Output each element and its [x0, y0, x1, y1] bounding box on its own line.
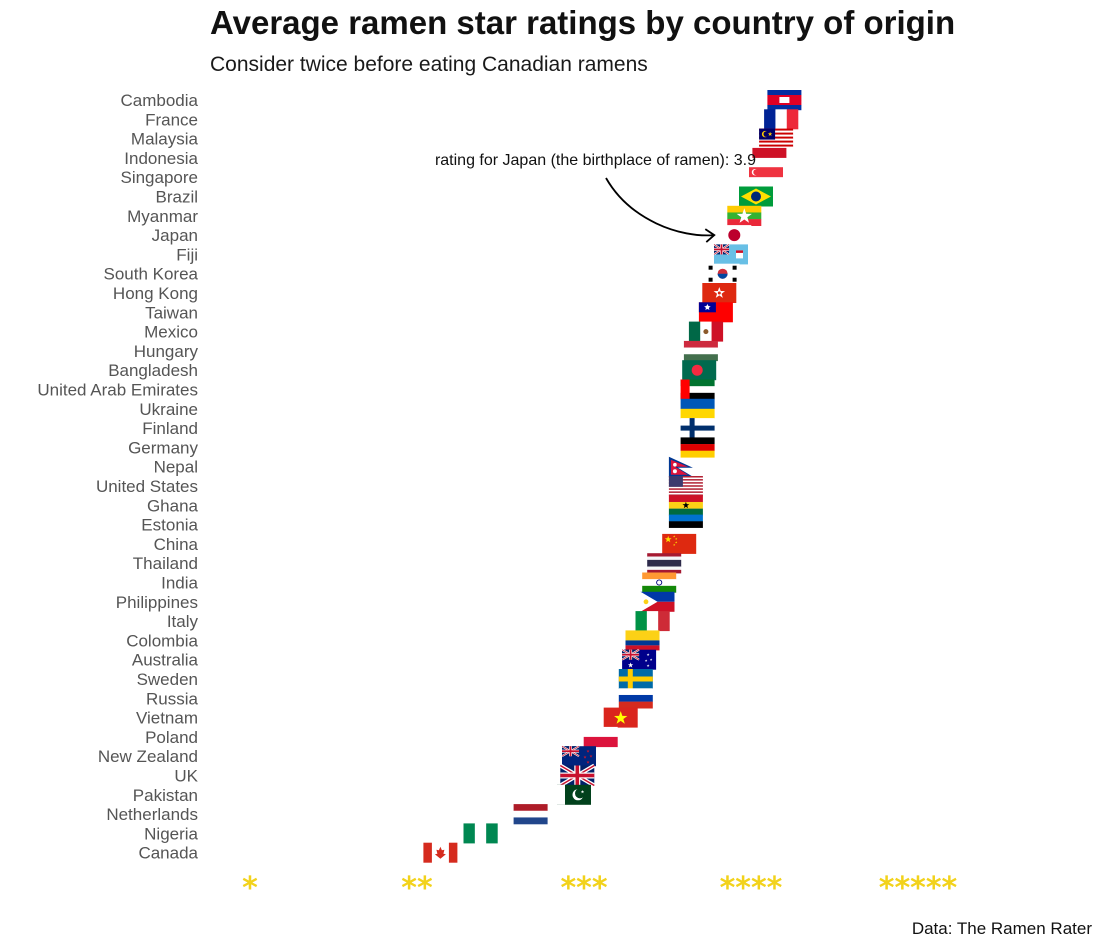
country-label-hong-kong: Hong Kong	[113, 284, 198, 303]
annotation-arrow	[605, 177, 715, 237]
country-label-italy: Italy	[167, 612, 199, 631]
flag-marker-france	[764, 109, 799, 130]
flag-marker-ukraine	[680, 398, 715, 419]
flag-marker-ghana	[668, 495, 703, 516]
flag-marker-united-states	[668, 476, 703, 497]
flag-marker-canada	[423, 842, 458, 863]
country-label-hungary: Hungary	[134, 342, 199, 361]
flag-marker-taiwan	[698, 302, 733, 323]
flag-marker-hong-kong	[702, 283, 737, 303]
x-tick-5-stars: *****	[879, 871, 958, 906]
flag-marker-bangladesh	[682, 360, 717, 381]
country-label-france: France	[145, 110, 198, 129]
country-label-nepal: Nepal	[154, 458, 198, 477]
chart-subtitle: Consider twice before eating Canadian ra…	[210, 53, 648, 76]
country-label-united-states: United States	[96, 477, 198, 496]
country-label-russia: Russia	[146, 689, 199, 708]
flag-marker-india	[642, 572, 677, 593]
flag-marker-colombia	[625, 630, 660, 651]
flag-marker-vietnam	[603, 707, 638, 728]
annotation: rating for Japan (the birthplace of rame…	[435, 152, 756, 243]
flag-marker-australia	[621, 648, 657, 670]
country-label-netherlands: Netherlands	[106, 805, 198, 824]
country-label-brazil: Brazil	[155, 188, 198, 207]
country-label-malaysia: Malaysia	[131, 130, 199, 149]
country-label-australia: Australia	[132, 651, 199, 670]
flag-marker-russia	[618, 688, 653, 709]
country-label-estonia: Estonia	[141, 516, 198, 535]
annotation-arrowhead	[704, 228, 716, 243]
country-label-uk: UK	[174, 767, 198, 786]
x-tick-1-stars: *	[242, 871, 258, 906]
flag-marker-japan	[717, 225, 752, 246]
flag-marker-myanmar	[727, 205, 762, 226]
country-label-nigeria: Nigeria	[144, 824, 198, 843]
x-axis-star-ticks: * ** *** **** *****	[242, 871, 957, 906]
country-label-philippines: Philippines	[116, 593, 198, 612]
country-label-sweden: Sweden	[137, 670, 198, 689]
country-label-china: China	[154, 535, 199, 554]
flag-marker-cambodia	[767, 90, 802, 111]
country-label-united-arab-emirates: United Arab Emirates	[37, 381, 198, 400]
flag-marker-sweden	[618, 669, 653, 689]
country-label-myanmar: Myanmar	[127, 207, 198, 226]
country-label-colombia: Colombia	[126, 631, 198, 650]
chart-title: Average ramen star ratings by country of…	[210, 4, 955, 41]
country-label-thailand: Thailand	[133, 554, 198, 573]
country-label-south-korea: South Korea	[103, 265, 198, 284]
flag-marker-philippines	[640, 591, 675, 612]
annotation-text: rating for Japan (the birthplace of rame…	[435, 152, 756, 169]
flag-marker-hungary	[683, 340, 718, 362]
flag-marker-finland	[680, 418, 715, 439]
country-label-pakistan: Pakistan	[133, 786, 198, 805]
flag-marker-estonia	[668, 514, 703, 535]
country-label-ghana: Ghana	[147, 496, 199, 515]
country-label-bangladesh: Bangladesh	[108, 361, 198, 380]
flag-marker-mexico	[688, 321, 724, 342]
flag-marker-thailand	[647, 553, 682, 574]
flag-marker-indonesia	[752, 147, 787, 169]
flag-marker-italy	[635, 611, 670, 632]
country-label-vietnam: Vietnam	[136, 709, 198, 728]
flag-marker-new-zealand	[561, 745, 596, 767]
country-label-india: India	[161, 574, 198, 593]
flag-marker-netherlands	[513, 804, 548, 825]
country-label-poland: Poland	[145, 728, 198, 747]
flag-marker-pakistan	[557, 784, 591, 805]
flag-marker-uk	[559, 763, 596, 788]
country-label-japan: Japan	[152, 226, 198, 245]
x-tick-2-stars: **	[401, 871, 433, 906]
x-tick-3-stars: ***	[560, 871, 607, 906]
country-label-singapore: Singapore	[120, 168, 198, 187]
flag-marker-nigeria	[463, 823, 498, 844]
flag-markers	[423, 90, 802, 863]
country-label-ukraine: Ukraine	[139, 400, 198, 419]
flag-marker-brazil	[739, 186, 773, 207]
flag-marker-germany	[680, 437, 715, 458]
flag-marker-singapore	[749, 167, 783, 188]
flag-marker-poland	[583, 726, 618, 748]
flag-marker-china	[662, 533, 697, 554]
country-label-indonesia: Indonesia	[124, 149, 198, 168]
country-label-cambodia: Cambodia	[121, 91, 199, 110]
flag-marker-south-korea	[705, 263, 740, 284]
flag-marker-nepal	[668, 456, 693, 477]
country-label-mexico: Mexico	[144, 323, 198, 342]
chart-caption: Data: The Ramen Rater	[912, 919, 1092, 938]
country-label-germany: Germany	[128, 438, 198, 457]
flag-marker-fiji	[713, 243, 748, 265]
country-label-canada: Canada	[138, 844, 198, 863]
country-label-taiwan: Taiwan	[145, 303, 198, 322]
country-label-new-zealand: New Zealand	[98, 747, 198, 766]
flag-marker-malaysia	[759, 128, 794, 149]
flag-marker-united-arab-emirates	[680, 379, 715, 400]
country-label-finland: Finland	[142, 419, 198, 438]
x-tick-4-stars: ****	[720, 871, 783, 906]
country-label-fiji: Fiji	[176, 245, 198, 264]
country-labels: CambodiaFranceMalaysiaIndonesiaSingapore…	[37, 91, 198, 863]
